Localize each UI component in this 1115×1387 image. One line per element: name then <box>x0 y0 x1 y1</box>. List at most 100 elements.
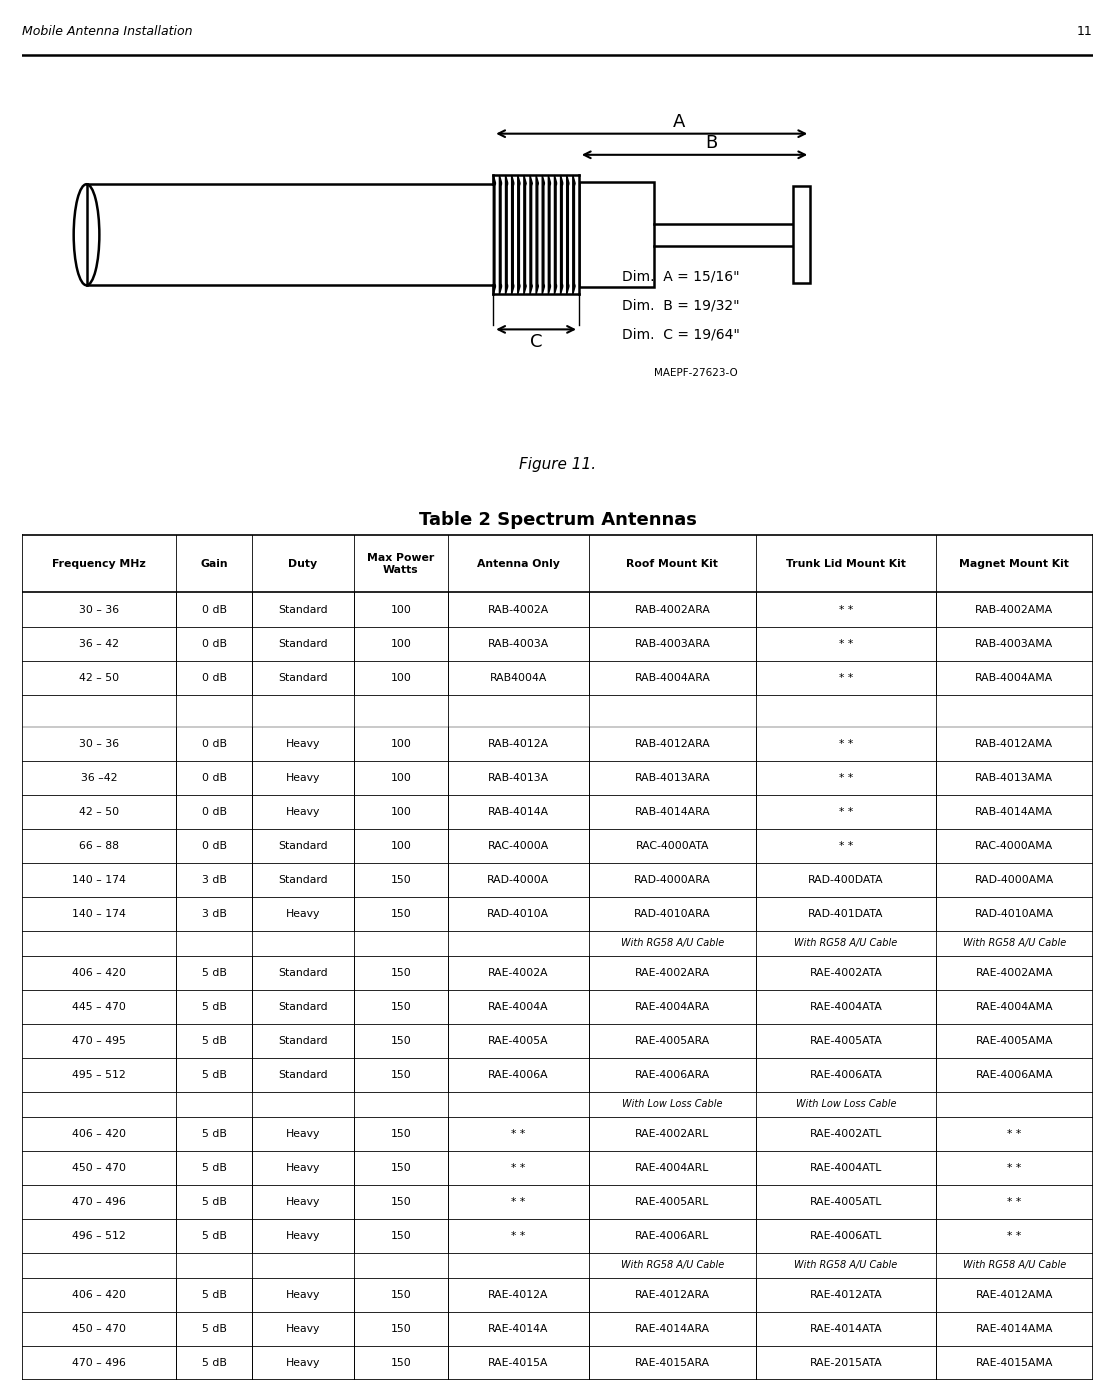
Text: With RG58 A/U Cable: With RG58 A/U Cable <box>621 939 724 949</box>
Text: RAC-4000AMA: RAC-4000AMA <box>976 841 1054 850</box>
Text: Standard: Standard <box>278 875 328 885</box>
Text: 470 – 495: 470 – 495 <box>72 1036 126 1046</box>
Text: 100: 100 <box>390 638 411 649</box>
Polygon shape <box>505 175 508 294</box>
Text: RAE-4005ATA: RAE-4005ATA <box>809 1036 882 1046</box>
Text: RAB-4013ARA: RAB-4013ARA <box>634 773 710 782</box>
Text: RAB-4012ARA: RAB-4012ARA <box>634 739 710 749</box>
Text: 0 dB: 0 dB <box>202 638 226 649</box>
Text: RAB-4014A: RAB-4014A <box>487 807 549 817</box>
Text: With RG58 A/U Cable: With RG58 A/U Cable <box>962 1261 1066 1270</box>
Text: 0 dB: 0 dB <box>202 605 226 614</box>
Polygon shape <box>521 175 524 294</box>
Text: * *: * * <box>838 841 853 850</box>
Text: 150: 150 <box>390 1069 411 1080</box>
Text: RAD-4000A: RAD-4000A <box>487 875 550 885</box>
Text: * *: * * <box>838 807 853 817</box>
Text: RAE-4005ARL: RAE-4005ARL <box>636 1197 709 1207</box>
Text: RAE-4015ARA: RAE-4015ARA <box>634 1358 710 1368</box>
Text: * *: * * <box>511 1197 525 1207</box>
Text: Table 2 Spectrum Antennas: Table 2 Spectrum Antennas <box>418 510 697 528</box>
Polygon shape <box>575 175 579 294</box>
Text: * *: * * <box>838 638 853 649</box>
Text: * *: * * <box>838 773 853 782</box>
Text: 5 dB: 5 dB <box>202 1290 226 1300</box>
Text: RAE-4014ARA: RAE-4014ARA <box>634 1325 710 1334</box>
Text: Dim.  B = 19/32": Dim. B = 19/32" <box>622 298 739 312</box>
Text: * *: * * <box>511 1232 525 1241</box>
Bar <box>793 186 811 283</box>
Text: RAE-4014A: RAE-4014A <box>488 1325 549 1334</box>
Text: C: C <box>530 333 542 351</box>
Text: Max Power
Watts: Max Power Watts <box>367 553 435 574</box>
Text: 100: 100 <box>390 739 411 749</box>
Text: With RG58 A/U Cable: With RG58 A/U Cable <box>962 939 1066 949</box>
Text: RAD-4000ARA: RAD-4000ARA <box>634 875 710 885</box>
Text: 406 – 420: 406 – 420 <box>72 1290 126 1300</box>
Text: 5 dB: 5 dB <box>202 1325 226 1334</box>
Polygon shape <box>542 175 545 294</box>
Text: 5 dB: 5 dB <box>202 1001 226 1013</box>
Text: RAE-4005A: RAE-4005A <box>488 1036 549 1046</box>
Text: RAE-4012A: RAE-4012A <box>488 1290 549 1300</box>
Polygon shape <box>573 175 575 294</box>
Text: RAE-4004ATL: RAE-4004ATL <box>809 1162 882 1173</box>
Text: 66 – 88: 66 – 88 <box>79 841 119 850</box>
Text: RAB-4013AMA: RAB-4013AMA <box>976 773 1054 782</box>
Text: Heavy: Heavy <box>285 1232 320 1241</box>
Polygon shape <box>570 175 573 294</box>
Text: With RG58 A/U Cable: With RG58 A/U Cable <box>621 1261 724 1270</box>
Text: 470 – 496: 470 – 496 <box>72 1197 126 1207</box>
Text: Standard: Standard <box>278 673 328 682</box>
Text: Frequency MHz: Frequency MHz <box>52 559 146 569</box>
Text: Standard: Standard <box>278 968 328 978</box>
Text: Mobile Antenna Installation: Mobile Antenna Installation <box>22 25 193 39</box>
Text: Duty: Duty <box>289 559 318 569</box>
Text: 100: 100 <box>390 807 411 817</box>
Text: Heavy: Heavy <box>285 1290 320 1300</box>
Text: 450 – 470: 450 – 470 <box>72 1162 126 1173</box>
Text: RAC-4000ATA: RAC-4000ATA <box>636 841 709 850</box>
Text: RAE-4015A: RAE-4015A <box>488 1358 549 1368</box>
Text: A: A <box>673 112 686 130</box>
Polygon shape <box>500 175 503 294</box>
Text: RAE-4002AMA: RAE-4002AMA <box>976 968 1054 978</box>
Text: Roof Mount Kit: Roof Mount Kit <box>627 559 718 569</box>
Text: RAB4004A: RAB4004A <box>489 673 547 682</box>
Text: 445 – 470: 445 – 470 <box>72 1001 126 1013</box>
Text: RAE-4014AMA: RAE-4014AMA <box>976 1325 1054 1334</box>
Text: 36 – 42: 36 – 42 <box>79 638 119 649</box>
Text: RAB-4003A: RAB-4003A <box>487 638 549 649</box>
Text: Heavy: Heavy <box>285 908 320 920</box>
Text: Figure 11.: Figure 11. <box>518 458 597 472</box>
Text: Antenna Only: Antenna Only <box>477 559 560 569</box>
Text: RAB-4013A: RAB-4013A <box>487 773 549 782</box>
Text: RAE-4006AMA: RAE-4006AMA <box>976 1069 1054 1080</box>
Text: Heavy: Heavy <box>285 773 320 782</box>
Text: RAB-4002AMA: RAB-4002AMA <box>976 605 1054 614</box>
Text: 30 – 36: 30 – 36 <box>79 739 119 749</box>
Text: * *: * * <box>511 1129 525 1139</box>
Text: 150: 150 <box>390 968 411 978</box>
Text: * *: * * <box>511 1162 525 1173</box>
Text: RAB-4002ARA: RAB-4002ARA <box>634 605 710 614</box>
Text: 36 –42: 36 –42 <box>81 773 117 782</box>
Text: 406 – 420: 406 – 420 <box>72 968 126 978</box>
Polygon shape <box>545 175 549 294</box>
Text: 0 dB: 0 dB <box>202 807 226 817</box>
Text: 150: 150 <box>390 1162 411 1173</box>
Text: 150: 150 <box>390 1290 411 1300</box>
Text: 5 dB: 5 dB <box>202 1129 226 1139</box>
Polygon shape <box>558 175 561 294</box>
Text: 5 dB: 5 dB <box>202 1197 226 1207</box>
Text: RAE-4006ARA: RAE-4006ARA <box>634 1069 710 1080</box>
Polygon shape <box>515 175 517 294</box>
Text: Gain: Gain <box>201 559 227 569</box>
Text: * *: * * <box>838 673 853 682</box>
Text: MAEPF-27623-O: MAEPF-27623-O <box>653 368 738 377</box>
Text: 140 – 174: 140 – 174 <box>72 908 126 920</box>
Text: RAE-4002ARA: RAE-4002ARA <box>634 968 710 978</box>
Text: RAD-4010ARA: RAD-4010ARA <box>634 908 710 920</box>
Text: RAE-4005ARA: RAE-4005ARA <box>634 1036 710 1046</box>
Polygon shape <box>554 175 558 294</box>
